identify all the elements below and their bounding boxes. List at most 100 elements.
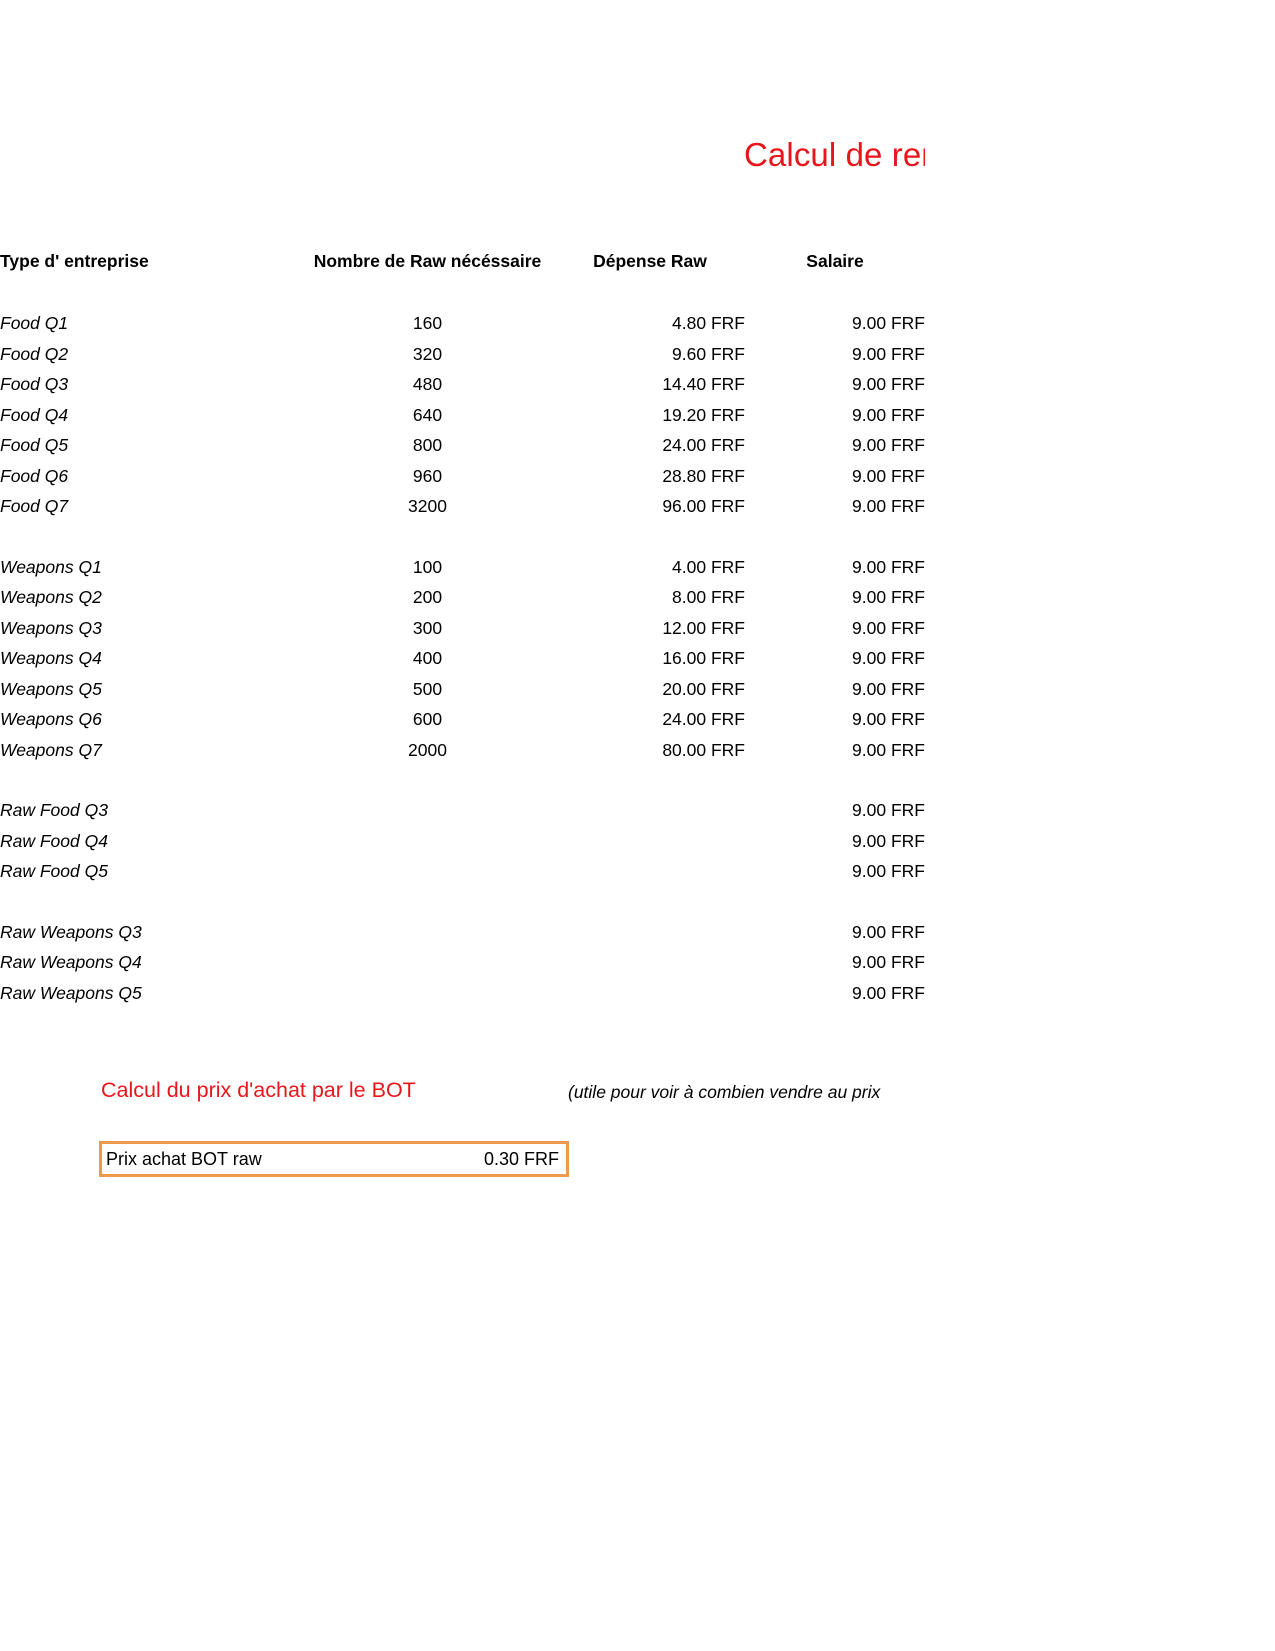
table-row: Weapons Q1 100 4.00 FRF 9.00 FRF (0, 552, 925, 583)
print-area-clip: Calcul de rentabilité Type d' entreprise… (0, 136, 925, 1177)
cell-salaire: 9.00 FRF (852, 648, 925, 669)
bot-section-heading: Calcul du prix d'achat par le BOT (101, 1078, 416, 1102)
bot-price-label: Prix achat BOT raw (106, 1148, 262, 1169)
cell-type: Weapons Q1 (0, 556, 102, 577)
cell-nombre (300, 796, 555, 827)
cell-type: Weapons Q5 (0, 678, 102, 699)
cell-nombre (300, 826, 555, 857)
cell-depense: 12.00 FRF (662, 617, 745, 638)
table-row: Weapons Q6 600 24.00 FRF 9.00 FRF (0, 705, 925, 736)
cell-depense (555, 978, 745, 1009)
cell-depense: 4.00 FRF (672, 556, 745, 577)
cell-nombre: 200 (412, 587, 443, 608)
cell-depense: 4.80 FRF (672, 313, 745, 334)
cell-salaire: 9.00 FRF (852, 587, 925, 608)
cell-type: Weapons Q3 (0, 617, 102, 638)
cell-nombre: 400 (412, 648, 443, 669)
cell-depense: 8.00 FRF (672, 587, 745, 608)
column-header-type: Type d' entreprise (0, 250, 149, 271)
cell-salaire: 9.00 FRF (852, 921, 925, 942)
table-row: Raw Food Q3 9.00 FRF (0, 796, 925, 827)
cell-depense: 96.00 FRF (662, 496, 745, 517)
cell-depense: 9.60 FRF (672, 343, 745, 364)
table-row: Food Q6 960 28.80 FRF 9.00 FRF (0, 461, 925, 492)
table-row: Raw Food Q5 9.00 FRF (0, 857, 925, 888)
cell-nombre (300, 978, 555, 1009)
cell-depense: 80.00 FRF (662, 739, 745, 760)
cell-type: Weapons Q6 (0, 709, 102, 730)
cell-depense: 24.00 FRF (662, 709, 745, 730)
cell-nombre: 100 (412, 556, 443, 577)
column-header-nombre: Nombre de Raw nécéssaire (313, 250, 542, 271)
cell-type: Weapons Q4 (0, 648, 102, 669)
column-header-salaire: Salaire (806, 250, 864, 271)
cell-salaire: 9.00 FRF (852, 830, 925, 851)
cell-depense (555, 796, 745, 827)
cell-nombre: 320 (412, 343, 443, 364)
column-header-depense: Dépense Raw (593, 250, 707, 271)
cell-type: Food Q7 (0, 496, 69, 517)
table-row: Raw Weapons Q3 9.00 FRF (0, 917, 925, 948)
cell-salaire: 9.00 FRF (852, 739, 925, 760)
table-row: Weapons Q7 2000 80.00 FRF 9.00 FRF (0, 735, 925, 766)
table-row: Food Q4 640 19.20 FRF 9.00 FRF (0, 400, 925, 431)
table-row: Food Q2 320 9.60 FRF 9.00 FRF (0, 339, 925, 370)
table-row: Food Q5 800 24.00 FRF 9.00 FRF (0, 431, 925, 462)
table-header: Type d' entreprise Nombre de Raw nécéssa… (0, 246, 925, 309)
cell-type: Food Q5 (0, 435, 69, 456)
cell-salaire: 9.00 FRF (852, 496, 925, 517)
cell-type: Food Q6 (0, 465, 69, 486)
cell-nombre: 2000 (408, 739, 447, 760)
bot-section-note: (utile pour voir à combien vendre au pri… (568, 1082, 881, 1102)
cell-depense: 14.40 FRF (662, 374, 745, 395)
cell-nombre: 160 (412, 313, 443, 334)
cell-salaire: 9.00 FRF (852, 709, 925, 730)
table-header-row: Type d' entreprise Nombre de Raw nécéssa… (0, 246, 925, 279)
bot-price-box[interactable]: Prix achat BOT raw 0.30 FRF (99, 1141, 569, 1177)
table-row: Raw Weapons Q4 9.00 FRF (0, 948, 925, 979)
cell-salaire: 9.00 FRF (852, 678, 925, 699)
cell-salaire: 9.00 FRF (852, 982, 925, 1003)
table-row: Weapons Q2 200 8.00 FRF 9.00 FRF (0, 583, 925, 614)
cell-depense: 24.00 FRF (662, 435, 745, 456)
table-row: Food Q1 160 4.80 FRF 9.00 FRF (0, 309, 925, 340)
table-row: Food Q3 480 14.40 FRF 9.00 FRF (0, 370, 925, 401)
cell-depense (555, 917, 745, 948)
cell-type: Weapons Q2 (0, 587, 102, 608)
cell-salaire: 9.00 FRF (852, 435, 925, 456)
cell-nombre: 640 (412, 404, 443, 425)
cell-salaire: 9.00 FRF (852, 374, 925, 395)
cell-nombre: 480 (412, 374, 443, 395)
cell-salaire: 9.00 FRF (852, 952, 925, 973)
cell-nombre (300, 857, 555, 888)
table-row: Food Q7 3200 96.00 FRF 9.00 FRF (0, 492, 925, 523)
table-row: Weapons Q3 300 12.00 FRF 9.00 FRF (0, 613, 925, 644)
cell-depense: 16.00 FRF (662, 648, 745, 669)
table-row: Weapons Q4 400 16.00 FRF 9.00 FRF (0, 644, 925, 675)
cell-type: Raw Food Q5 (0, 861, 108, 882)
cell-nombre: 600 (412, 709, 443, 730)
cell-salaire: 9.00 FRF (852, 800, 925, 821)
cell-type: Raw Food Q3 (0, 800, 108, 821)
cell-salaire: 9.00 FRF (852, 404, 925, 425)
profitability-table: Type d' entreprise Nombre de Raw nécéssa… (0, 246, 925, 1009)
cell-nombre (300, 917, 555, 948)
group-spacer-row (0, 766, 925, 796)
cell-depense (555, 826, 745, 857)
cell-depense: 28.80 FRF (662, 465, 745, 486)
cell-depense (555, 948, 745, 979)
cell-type: Food Q1 (0, 313, 69, 334)
group-spacer-row (0, 887, 925, 917)
group-spacer-row (0, 522, 925, 552)
cell-nombre: 800 (412, 435, 443, 456)
bot-price-value: 0.30 FRF (483, 1148, 559, 1169)
cell-nombre: 300 (412, 617, 443, 638)
cell-nombre: 3200 (408, 496, 447, 517)
cell-salaire: 9.00 FRF (852, 617, 925, 638)
cell-salaire: 9.00 FRF (852, 343, 925, 364)
cell-nombre: 500 (412, 678, 443, 699)
table-row: Weapons Q5 500 20.00 FRF 9.00 FRF (0, 674, 925, 705)
cell-type: Raw Weapons Q3 (0, 921, 142, 942)
cell-type: Raw Weapons Q5 (0, 982, 142, 1003)
